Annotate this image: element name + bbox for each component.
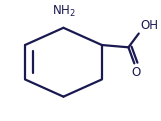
Text: O: O bbox=[131, 66, 140, 79]
Text: NH$_2$: NH$_2$ bbox=[52, 4, 75, 19]
Text: OH: OH bbox=[140, 19, 158, 32]
